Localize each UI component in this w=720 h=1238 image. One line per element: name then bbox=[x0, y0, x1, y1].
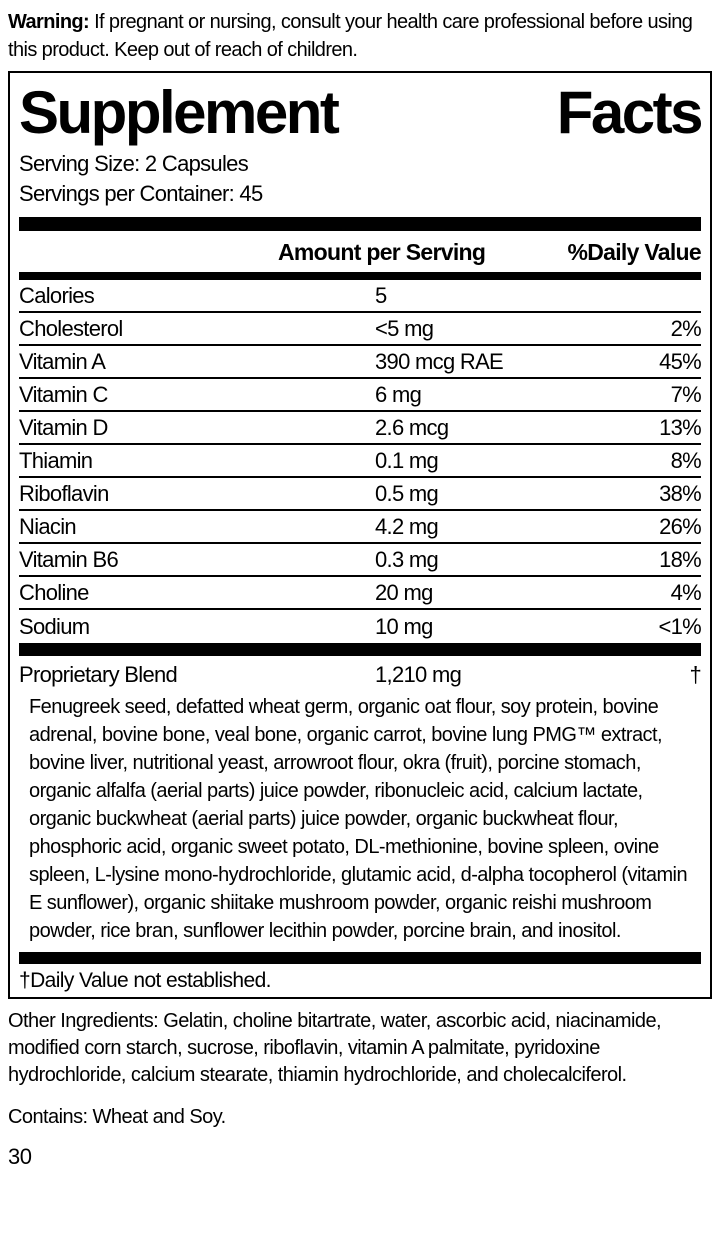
nutrient-name: Vitamin A bbox=[19, 348, 106, 374]
panel-title-right: Facts bbox=[556, 79, 704, 146]
nutrient-daily-value: 13% bbox=[659, 414, 702, 440]
nutrient-daily-value: 38% bbox=[659, 480, 702, 506]
warning-body: If pregnant or nursing, consult your hea… bbox=[8, 11, 693, 61]
nutrient-daily-value: 8% bbox=[670, 447, 702, 473]
column-header-amount: Amount per Serving bbox=[278, 239, 486, 265]
table-row: Riboflavin 0.5 mg 38% bbox=[19, 478, 702, 511]
table-row: Thiamin 0.1 mg 8% bbox=[19, 445, 702, 478]
table-row: Vitamin D 2.6 mcg 13% bbox=[19, 412, 702, 445]
nutrient-amount: 390 mcg RAE bbox=[375, 348, 504, 374]
nutrient-amount: 6 mg bbox=[375, 381, 422, 407]
table-row: Choline 20 mg 4% bbox=[19, 577, 702, 610]
nutrient-name: Vitamin D bbox=[19, 414, 108, 440]
nutrient-name: Riboflavin bbox=[19, 480, 109, 506]
nutrient-name: Thiamin bbox=[19, 447, 93, 473]
nutrient-daily-value: 4% bbox=[670, 579, 702, 605]
servings-per-container: Servings per Container: 45 bbox=[19, 181, 263, 206]
nutrient-amount: 10 mg bbox=[375, 613, 433, 639]
column-header-daily-value: %Daily Value bbox=[567, 239, 701, 265]
nutrient-daily-value: 18% bbox=[659, 546, 702, 572]
divider-thick-top bbox=[19, 217, 701, 231]
table-row: Vitamin C 6 mg 7% bbox=[19, 379, 702, 412]
divider-thick-footnote bbox=[19, 952, 701, 964]
panel-title: Supplement Facts bbox=[19, 77, 704, 149]
nutrient-amount: 0.3 mg bbox=[375, 546, 439, 572]
table-row: Sodium 10 mg <1% bbox=[19, 610, 702, 643]
nutrient-name: Cholesterol bbox=[19, 315, 123, 341]
nutrient-amount: <5 mg bbox=[375, 315, 434, 341]
nutrient-amount: 4.2 mg bbox=[375, 513, 439, 539]
daily-value-footnote: †Daily Value not established. bbox=[19, 969, 271, 992]
blend-dagger: † bbox=[689, 661, 701, 687]
nutrient-name: Calories bbox=[19, 282, 95, 308]
supplement-facts-panel: Supplement Facts Serving Size: 2 Capsule… bbox=[8, 71, 712, 999]
nutrient-daily-value: 26% bbox=[659, 513, 702, 539]
nutrient-name: Choline bbox=[19, 579, 89, 605]
table-row: Vitamin A 390 mcg RAE 45% bbox=[19, 346, 702, 379]
nutrient-amount: 2.6 mcg bbox=[375, 414, 449, 440]
nutrient-daily-value: 7% bbox=[670, 381, 702, 407]
contains-statement: Contains: Wheat and Soy. bbox=[8, 1106, 226, 1128]
panel-title-left: Supplement bbox=[19, 79, 340, 146]
supplement-label-page: Warning: If pregnant or nursing, consult… bbox=[0, 8, 720, 1238]
nutrient-amount: 0.5 mg bbox=[375, 480, 439, 506]
table-row: Cholesterol <5 mg 2% bbox=[19, 313, 702, 346]
nutrient-name: Niacin bbox=[19, 513, 77, 539]
warning-label: Warning: bbox=[8, 11, 90, 33]
nutrient-table: Calories 5 Cholesterol <5 mg 2% Vitamin … bbox=[19, 280, 702, 643]
nutrient-daily-value: 45% bbox=[659, 348, 702, 374]
divider-medium-header bbox=[19, 272, 701, 280]
blend-name: Proprietary Blend bbox=[19, 661, 178, 687]
table-row: Niacin 4.2 mg 26% bbox=[19, 511, 702, 544]
table-header: Amount per Serving %Daily Value bbox=[19, 231, 702, 272]
other-ingredients: Other Ingredients: Gelatin, choline bita… bbox=[8, 1010, 662, 1086]
serving-size: Serving Size: 2 Capsules bbox=[19, 151, 249, 176]
divider-thick-blend bbox=[19, 643, 701, 656]
nutrient-name: Sodium bbox=[19, 613, 90, 639]
nutrient-name: Vitamin C bbox=[19, 381, 108, 407]
nutrient-amount: 0.1 mg bbox=[375, 447, 439, 473]
nutrient-amount: 20 mg bbox=[375, 579, 433, 605]
page-number: 30 bbox=[8, 1144, 32, 1169]
nutrient-daily-value: <1% bbox=[658, 613, 701, 639]
blend-row: Proprietary Blend 1,210 mg † bbox=[19, 656, 702, 693]
table-row: Vitamin B6 0.3 mg 18% bbox=[19, 544, 702, 577]
nutrient-name: Vitamin B6 bbox=[19, 546, 119, 572]
blend-amount: 1,210 mg bbox=[375, 661, 462, 687]
nutrient-daily-value: 2% bbox=[670, 315, 702, 341]
warning-text: Warning: If pregnant or nursing, consult… bbox=[8, 8, 712, 64]
blend-ingredients: Fenugreek seed, defatted wheat germ, org… bbox=[29, 696, 688, 942]
nutrient-amount: 5 bbox=[375, 282, 387, 308]
table-row: Calories 5 bbox=[19, 280, 701, 313]
